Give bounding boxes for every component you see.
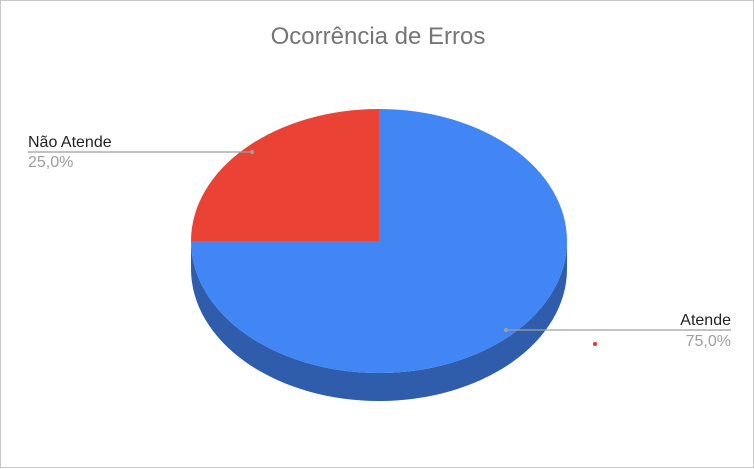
leader-dot-atende — [503, 327, 509, 333]
label-atende: Atende — [680, 312, 731, 329]
value-label-nao-atende: 25,0% — [28, 154, 73, 171]
marker-dot — [593, 342, 597, 346]
slice-side-atende — [191, 241, 567, 401]
slice-nao-atende[interactable] — [191, 109, 379, 241]
label-nao-atende: Não Atende — [28, 134, 112, 151]
leader-dot-nao-atende — [249, 149, 255, 155]
value-label-atende: 75,0% — [686, 333, 731, 350]
chart-title: Ocorrência de Erros — [270, 23, 486, 50]
